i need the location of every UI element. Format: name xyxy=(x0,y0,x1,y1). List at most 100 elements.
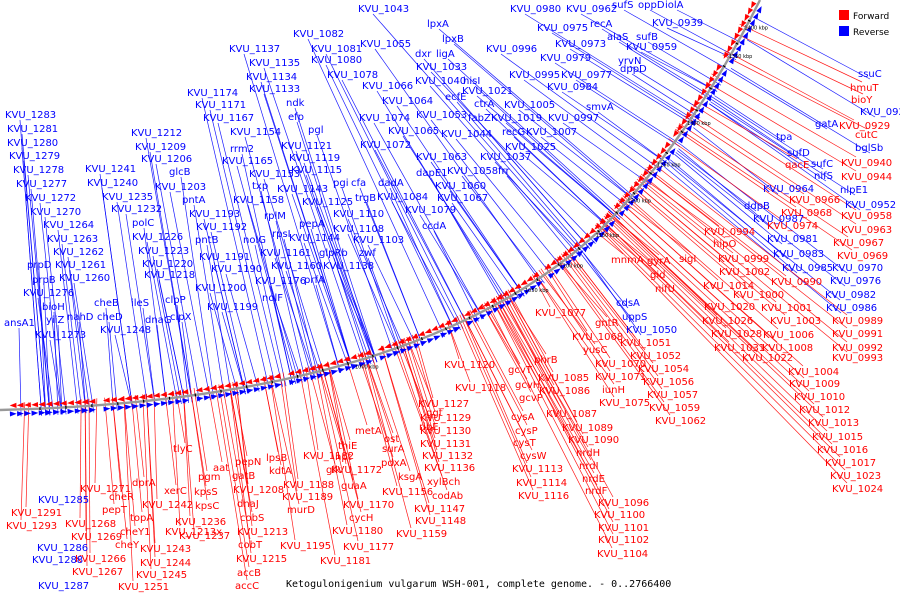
forward-leader-line xyxy=(722,54,868,130)
reverse-leader-line xyxy=(193,204,225,398)
forward-gene-label: hmuT xyxy=(850,83,879,94)
reverse-gene-label: KVU_1137 xyxy=(229,44,280,55)
reverse-arrow xyxy=(570,254,578,262)
reverse-arrow xyxy=(504,300,513,306)
reverse-arrow xyxy=(446,329,455,335)
reverse-gene-label: pntB xyxy=(195,235,219,246)
reverse-leader-line xyxy=(53,311,59,415)
reverse-arrow xyxy=(713,81,720,90)
forward-gene-label: KVU_1023 xyxy=(830,471,881,482)
forward-leader-line xyxy=(279,373,298,492)
forward-arrow xyxy=(16,402,24,408)
reverse-gene-label: iolA xyxy=(665,0,684,11)
forward-gene-label: KVU_0940 xyxy=(841,158,892,169)
forward-leader-line xyxy=(694,99,798,160)
reverse-gene-label: KVU_0976 xyxy=(830,276,881,287)
forward-gene-label: KVU_1245 xyxy=(136,570,187,581)
reverse-leader-line xyxy=(664,166,842,314)
forward-gene-label: KVU_1022 xyxy=(742,353,793,364)
reverse-arrow xyxy=(598,230,606,238)
forward-gene-label: sigI xyxy=(679,254,696,265)
forward-leader-line xyxy=(618,200,804,367)
forward-leader-line xyxy=(646,166,787,277)
reverse-gene-label: cheD xyxy=(97,312,123,323)
reverse-leader-line xyxy=(623,9,730,71)
reverse-leader-line xyxy=(274,257,316,380)
reverse-leader-line xyxy=(429,85,581,258)
reverse-arrow xyxy=(690,118,697,126)
forward-gene-label: KVU_1114 xyxy=(516,478,567,489)
reverse-arrow xyxy=(721,69,728,77)
backbone-tick xyxy=(371,354,374,358)
forward-gene-label: kdtA xyxy=(269,466,292,477)
forward-gene-label: KVU_0990 xyxy=(771,277,822,288)
forward-arrow xyxy=(589,227,596,235)
reverse-arrow xyxy=(706,94,713,102)
reverse-leader-line xyxy=(629,65,705,113)
reverse-gene-label: KVU_1160 xyxy=(271,261,322,272)
reverse-arrow xyxy=(45,410,53,416)
forward-arrow xyxy=(619,197,626,204)
reverse-gene-label: gatA xyxy=(815,119,838,130)
forward-leader-line xyxy=(706,81,857,172)
reverse-gene-label: efp xyxy=(288,112,304,123)
reverse-gene-label: KVU_1019 xyxy=(491,113,542,124)
reverse-arrow xyxy=(413,343,421,349)
forward-leader-line xyxy=(534,272,615,385)
forward-leader-line xyxy=(269,375,296,541)
reverse-gene-label: pntA xyxy=(182,195,206,206)
forward-arrow xyxy=(67,400,75,406)
forward-arrow xyxy=(701,88,708,96)
reverse-leader-line xyxy=(367,244,418,349)
forward-leader-line xyxy=(507,289,554,373)
forward-gene-label: nifU xyxy=(655,284,675,295)
reverse-leader-line xyxy=(347,218,407,353)
reverse-arrow xyxy=(267,384,275,390)
reverse-gene-label: KVU_0962 xyxy=(566,4,617,15)
reverse-gene-label: ctrA xyxy=(474,99,495,110)
reverse-gene-label: KVU_1125 xyxy=(302,197,353,208)
reverse-leader-line xyxy=(169,191,211,400)
reverse-leader-line xyxy=(640,51,718,92)
reverse-leader-line xyxy=(316,206,378,363)
forward-gene-label: KVU_1101 xyxy=(598,523,649,534)
reverse-gene-label: KVU_1276 xyxy=(23,288,74,299)
forward-gene-label: KVU_1215 xyxy=(236,554,287,565)
backbone-tick xyxy=(649,171,653,175)
reverse-arrow xyxy=(379,355,387,361)
forward-leader-line xyxy=(679,123,849,238)
reverse-leader-line xyxy=(269,285,303,383)
forward-arrow xyxy=(38,401,46,407)
forward-gene-label: KVU_1147 xyxy=(414,504,465,515)
reverse-leader-line xyxy=(506,175,577,261)
forward-leader-line xyxy=(603,215,828,432)
reverse-arrow xyxy=(511,296,519,303)
reverse-gene-label: KVU_1200 xyxy=(195,283,246,294)
reverse-leader-line xyxy=(601,28,714,98)
reverse-leader-line xyxy=(57,229,79,414)
reverse-gene-label: tpa xyxy=(776,132,792,143)
forward-gene-label: topA xyxy=(130,513,153,524)
forward-gene-label: KVU_1020 xyxy=(704,302,755,313)
forward-arrow xyxy=(336,358,344,364)
backbone-tick xyxy=(557,263,561,267)
forward-leader-line xyxy=(308,366,336,465)
forward-arrow xyxy=(677,124,684,132)
reverse-leader-line xyxy=(315,284,341,373)
forward-gene-label: KVU_1172 xyxy=(331,465,382,476)
reverse-leader-line xyxy=(693,127,779,195)
forward-arrow xyxy=(31,401,39,408)
forward-gene-label: KVU_0944 xyxy=(841,172,892,183)
reverse-arrow xyxy=(466,320,474,326)
backbone-tick xyxy=(514,291,517,296)
reverse-arrow xyxy=(637,187,645,195)
reverse-leader-line xyxy=(244,136,313,381)
forward-arrow xyxy=(145,393,153,399)
reverse-arrow xyxy=(295,378,304,384)
reverse-gene-label: ddpB xyxy=(744,201,770,212)
forward-leader-line xyxy=(711,73,857,158)
reverse-arrow xyxy=(9,411,17,417)
forward-arrow xyxy=(550,259,558,266)
reverse-arrow xyxy=(735,44,742,52)
forward-leader-line xyxy=(481,303,528,380)
